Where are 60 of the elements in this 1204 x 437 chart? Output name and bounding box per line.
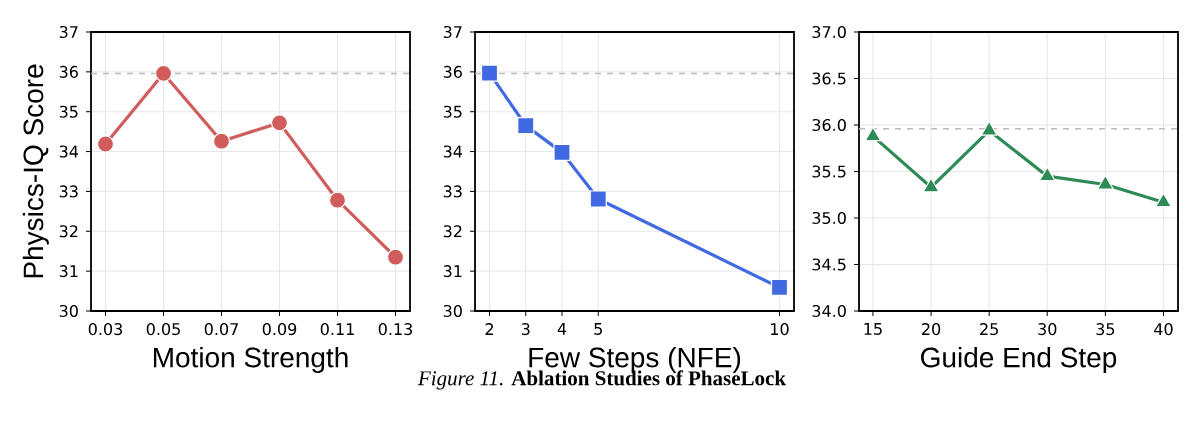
y-tick-label: 36 (59, 65, 78, 78)
x-tick-label: 0.03 (88, 323, 123, 336)
x-tick-label: 35 (1096, 323, 1115, 336)
x-tick-label: 30 (1038, 323, 1057, 336)
x-tick-label: 40 (1154, 323, 1173, 336)
y-tick-label: 37 (443, 25, 462, 39)
point (864, 126, 882, 142)
y-tick-label: 35.5 (812, 165, 846, 178)
y-tick-label: 32 (443, 225, 462, 238)
point (480, 64, 499, 82)
x-axis-title: Motion Strength (153, 346, 348, 373)
point (154, 64, 173, 83)
y-tick-label: 32 (59, 225, 78, 238)
y-tick-label: 34.0 (812, 304, 846, 318)
y-axis-title: Physics-IQ Score (22, 64, 49, 278)
y-tick-label: 33 (443, 185, 462, 198)
point (212, 132, 231, 150)
point (922, 177, 940, 193)
y-tick-label: 37.0 (812, 25, 846, 39)
y-tick-label: 34.5 (812, 258, 846, 271)
point (770, 278, 789, 297)
y-tick-label: 30 (59, 304, 78, 318)
x-tick-label: 0.13 (378, 323, 413, 336)
point (386, 248, 405, 266)
x-tick-label: 2 (485, 323, 493, 335)
x-tick-label: 4 (557, 323, 567, 335)
y-tick-label: 37 (59, 25, 78, 39)
y-tick-label: 31 (443, 265, 462, 278)
x-tick-label: 5 (594, 323, 602, 335)
x-axis-title: Guide End Step (921, 346, 1117, 373)
y-tick-label: 34 (59, 145, 79, 158)
y-tick-label: 33 (59, 185, 78, 198)
x-tick-label: 15 (864, 323, 882, 335)
point (1038, 166, 1056, 182)
point (96, 135, 115, 153)
point (553, 143, 571, 161)
point (980, 120, 998, 136)
point (328, 191, 347, 209)
point (1155, 192, 1172, 208)
y-tick-label: 35.0 (812, 211, 846, 225)
x-tick-label: 0.05 (146, 323, 180, 336)
point (517, 117, 535, 135)
x-tick-label: 25 (980, 323, 998, 336)
x-tick-label: 0.07 (204, 323, 238, 336)
y-tick-label: 31 (59, 265, 78, 278)
x-tick-label: 0.11 (320, 323, 354, 336)
x-tick-label: 10 (771, 323, 789, 336)
x-tick-label: 0.09 (262, 323, 297, 336)
y-tick-label: 36 (443, 65, 462, 78)
x-tick-label: 3 (521, 323, 530, 336)
y-tick-label: 35 (59, 105, 78, 118)
x-tick-label: 20 (922, 323, 941, 336)
y-tick-label: 30 (443, 304, 462, 318)
point (1096, 174, 1114, 190)
y-tick-label: 35 (443, 105, 462, 118)
y-tick-label: 36.0 (812, 118, 846, 132)
point (589, 190, 607, 208)
y-tick-label: 36.5 (812, 72, 846, 85)
point (270, 114, 289, 132)
y-tick-label: 34 (443, 145, 463, 158)
